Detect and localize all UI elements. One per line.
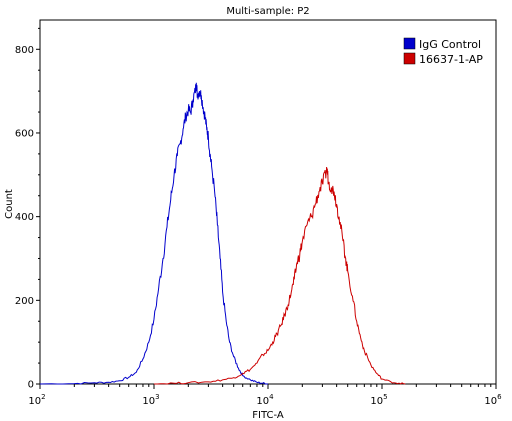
- x-axis: 102 103 104 105 106: [28, 384, 502, 407]
- y-tick-label: 800: [15, 45, 34, 56]
- legend-label-igg-control: IgG Control: [419, 38, 481, 51]
- y-tick-label: 0: [28, 380, 34, 391]
- y-axis: 0 200 400 600 800: [15, 27, 40, 391]
- legend-swatch-igg-control: [403, 37, 416, 50]
- legend-swatch-16637-1-ap: [403, 52, 416, 65]
- y-axis-title: Count: [4, 189, 15, 219]
- x-tick-label: 104: [256, 393, 274, 407]
- series-layer: [39, 82, 406, 385]
- x-tick-label: 105: [370, 393, 387, 407]
- series-line-igg-control: [39, 82, 269, 385]
- legend-label-16637-1-ap: 16637-1-AP: [419, 53, 483, 66]
- x-tick-label: 102: [28, 393, 45, 407]
- y-tick-label: 600: [15, 128, 34, 139]
- x-tick-label: 103: [142, 393, 159, 407]
- plot-frame: [39, 19, 497, 385]
- x-tick-label: 106: [484, 393, 502, 407]
- x-axis-title: FITC-A: [252, 410, 284, 421]
- chart-title: Multi-sample: P2: [226, 6, 309, 17]
- series-line-16637-1-ap: [154, 166, 406, 385]
- legend: IgG Control 16637-1-AP: [403, 37, 483, 66]
- y-tick-label: 200: [15, 296, 34, 307]
- y-tick-label: 400: [15, 212, 34, 223]
